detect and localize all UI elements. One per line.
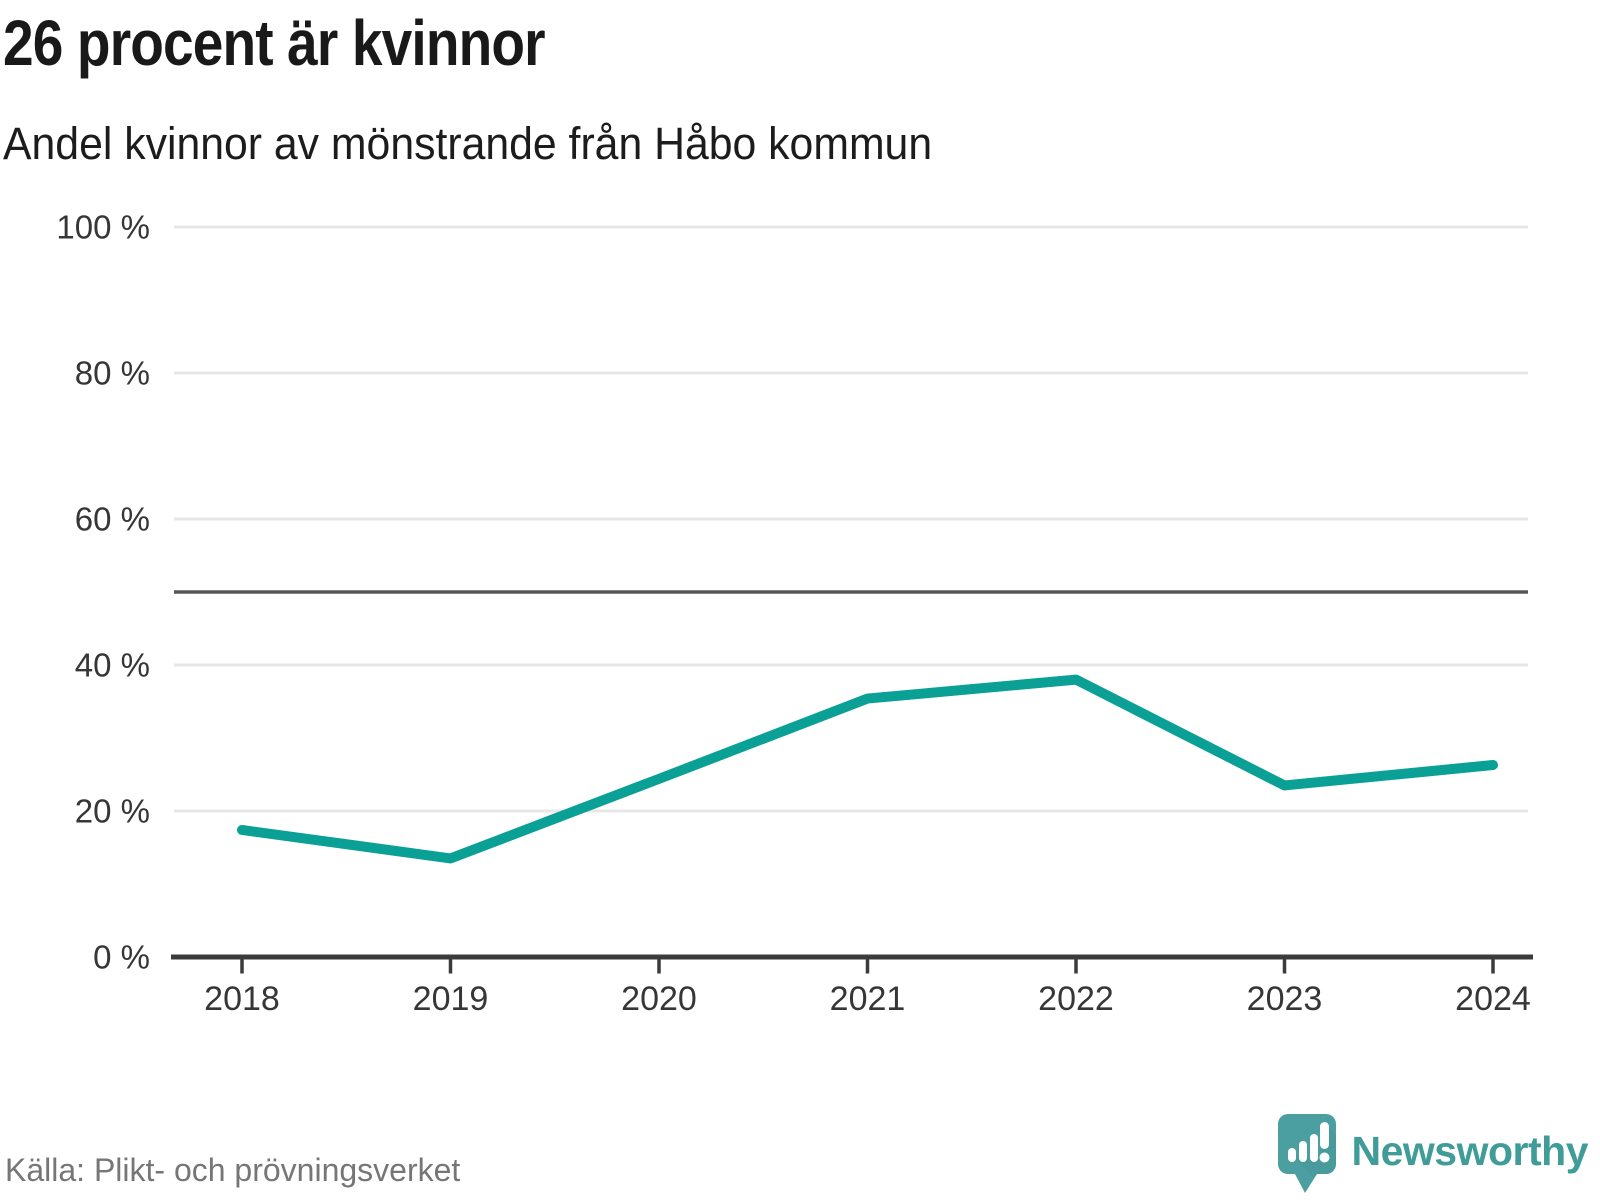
data-series: [237, 674, 1498, 864]
brand-logo: Newsworthy: [1276, 1112, 1589, 1196]
y-tick-label-60: 60 %: [75, 501, 150, 538]
x-tick-label-2024: 2024: [1455, 980, 1531, 1018]
y-tick-label-40: 40 %: [75, 647, 150, 684]
y-tick-label-20: 20 %: [75, 793, 150, 830]
chart-title: 26 procent är kvinnor: [3, 7, 546, 79]
x-tick-label-2023: 2023: [1247, 980, 1323, 1018]
x-tick-label-2021: 2021: [830, 980, 906, 1018]
y-tick-label-0: 0 %: [93, 939, 150, 976]
logo-exclamation-dot: [1319, 1152, 1329, 1163]
brand-wordmark: Newsworthy: [1351, 1127, 1589, 1174]
newsworthy-logo-icon: [1277, 1114, 1336, 1193]
x-tick-label-2018: 2018: [204, 980, 280, 1018]
chart-subtitle: Andel kvinnor av mönstrande från Håbo ko…: [3, 118, 933, 169]
x-tick-label-2019: 2019: [413, 980, 489, 1018]
source-note: Källa: Plikt- och prövningsverket: [5, 1152, 461, 1188]
logo-exclamation-bar: [1319, 1122, 1329, 1149]
y-axis-labels: 0 % 20 % 40 % 60 % 80 % 100 %: [56, 209, 150, 976]
x-axis: 2018 2019 2020 2021 2022 2023 2024: [171, 954, 1533, 1018]
x-tick-label-2022: 2022: [1038, 980, 1114, 1018]
series-line-Andel kvinnor av mönstrande: [237, 674, 1498, 864]
logo-bar-2: [1298, 1141, 1307, 1162]
gridlines: [174, 225, 1528, 813]
logo-bar-3: [1309, 1134, 1318, 1162]
x-tick-label-2020: 2020: [621, 980, 697, 1018]
y-tick-label-80: 80 %: [75, 355, 150, 392]
y-tick-label-100: 100 %: [56, 209, 150, 246]
logo-bar-1: [1287, 1148, 1296, 1162]
